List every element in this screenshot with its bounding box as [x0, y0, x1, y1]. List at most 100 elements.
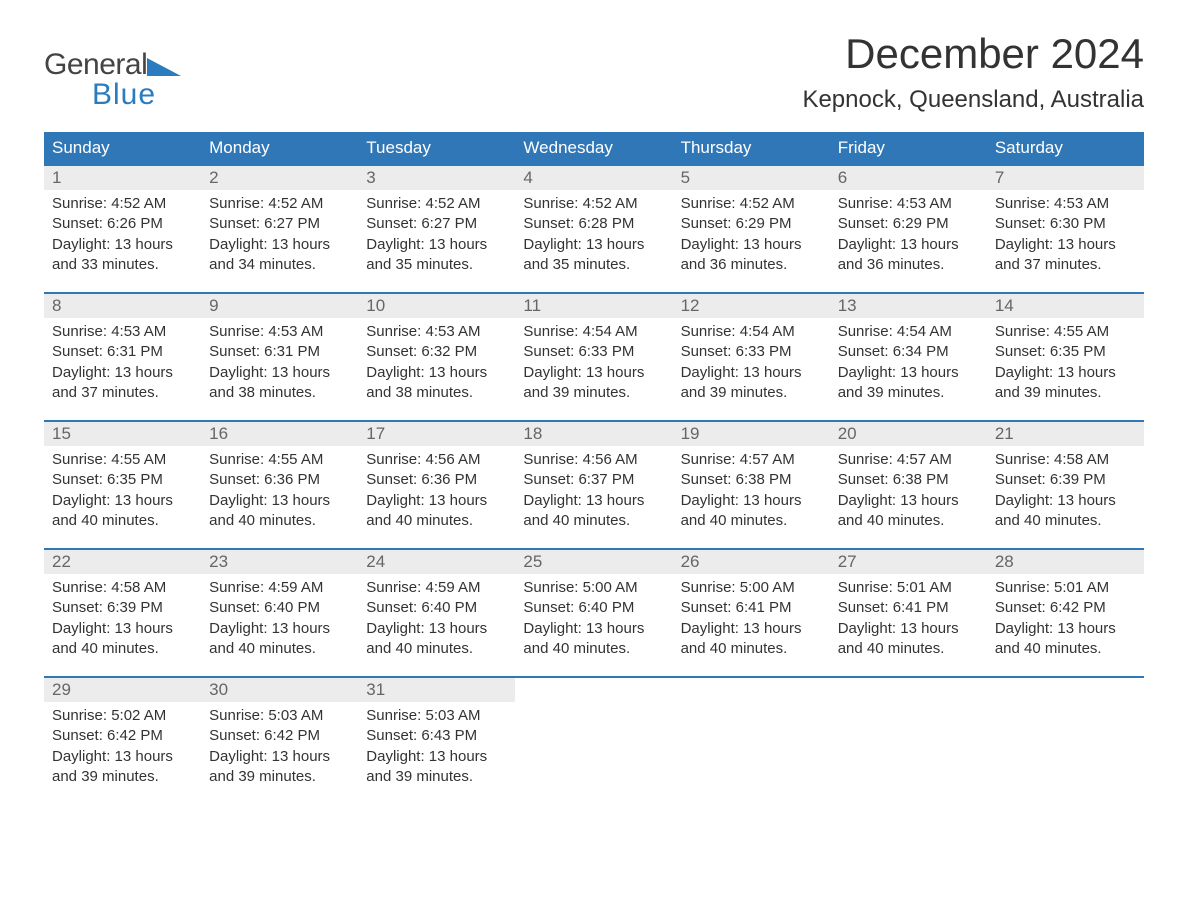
day-body: Sunrise: 4:57 AMSunset: 6:38 PMDaylight:… [830, 446, 987, 539]
day-number: 8 [52, 296, 61, 315]
day-number: 3 [366, 168, 375, 187]
sunset-text: Sunset: 6:37 PM [523, 470, 664, 490]
daylight-text: Daylight: 13 hours [681, 491, 822, 511]
sunset-text: Sunset: 6:39 PM [52, 598, 193, 618]
dow-saturday: Saturday [987, 132, 1144, 164]
day-number-row: 6 [830, 166, 987, 190]
day-number: 30 [209, 680, 228, 699]
daylight-text: and 35 minutes. [523, 255, 664, 275]
day-number-row: 25 [515, 550, 672, 574]
day-cell: 6 Sunrise: 4:53 AMSunset: 6:29 PMDaylight… [830, 166, 987, 292]
day-number-row: 17 [358, 422, 515, 446]
daylight-text: Daylight: 13 hours [52, 491, 193, 511]
day-number-row: 22 [44, 550, 201, 574]
day-number-row [515, 678, 672, 702]
day-cell: 18Sunrise: 4:56 AMSunset: 6:37 PMDayligh… [515, 422, 672, 548]
day-cell: 24Sunrise: 4:59 AMSunset: 6:40 PMDayligh… [358, 550, 515, 676]
day-number-row: 26 [673, 550, 830, 574]
day-body: Sunrise: 4:55 AMSunset: 6:36 PMDaylight:… [201, 446, 358, 539]
day-number-row: 7 [987, 166, 1144, 190]
day-number: 27 [838, 552, 857, 571]
day-number: 9 [209, 296, 218, 315]
day-number-row: 4 [515, 166, 672, 190]
daylight-text: and 39 minutes. [838, 383, 979, 403]
week-row: 29Sunrise: 5:02 AMSunset: 6:42 PMDayligh… [44, 676, 1144, 804]
day-body: Sunrise: 4:58 AMSunset: 6:39 PMDaylight:… [987, 446, 1144, 539]
sunset-text: Sunset: 6:34 PM [838, 342, 979, 362]
day-body: Sunrise: 4:52 AMSunset: 6:26 PMDaylight:… [44, 190, 201, 283]
day-cell: 19Sunrise: 4:57 AMSunset: 6:38 PMDayligh… [673, 422, 830, 548]
day-body: Sunrise: 4:54 AMSunset: 6:34 PMDaylight:… [830, 318, 987, 411]
week-row: 22Sunrise: 4:58 AMSunset: 6:39 PMDayligh… [44, 548, 1144, 676]
day-number-row: 8 [44, 294, 201, 318]
day-number-row: 29 [44, 678, 201, 702]
day-number-row [830, 678, 987, 702]
daylight-text: Daylight: 13 hours [52, 363, 193, 383]
daylight-text: Daylight: 13 hours [523, 235, 664, 255]
day-number-row: 1 [44, 166, 201, 190]
daylight-text: Daylight: 13 hours [838, 363, 979, 383]
day-number-row: 9 [201, 294, 358, 318]
day-body: Sunrise: 5:00 AMSunset: 6:41 PMDaylight:… [673, 574, 830, 667]
daylight-text: Daylight: 13 hours [366, 747, 507, 767]
sunset-text: Sunset: 6:29 PM [838, 214, 979, 234]
daylight-text: Daylight: 13 hours [681, 363, 822, 383]
daylight-text: Daylight: 13 hours [366, 235, 507, 255]
daylight-text: Daylight: 13 hours [209, 491, 350, 511]
daylight-text: and 38 minutes. [366, 383, 507, 403]
day-body: Sunrise: 4:53 AMSunset: 6:32 PMDaylight:… [358, 318, 515, 411]
sunset-text: Sunset: 6:40 PM [209, 598, 350, 618]
day-cell: 8 Sunrise: 4:53 AMSunset: 6:31 PMDaylight… [44, 294, 201, 420]
day-number: 20 [838, 424, 857, 443]
sunrise-text: Sunrise: 4:53 AM [995, 194, 1136, 214]
day-body: Sunrise: 4:52 AMSunset: 6:27 PMDaylight:… [358, 190, 515, 283]
day-number: 26 [681, 552, 700, 571]
sunrise-text: Sunrise: 4:58 AM [995, 450, 1136, 470]
day-body: Sunrise: 4:59 AMSunset: 6:40 PMDaylight:… [358, 574, 515, 667]
day-cell: 28Sunrise: 5:01 AMSunset: 6:42 PMDayligh… [987, 550, 1144, 676]
day-number: 18 [523, 424, 542, 443]
day-number-row: 31 [358, 678, 515, 702]
daylight-text: and 40 minutes. [52, 639, 193, 659]
daylight-text: and 40 minutes. [209, 639, 350, 659]
sunset-text: Sunset: 6:26 PM [52, 214, 193, 234]
dow-friday: Friday [830, 132, 987, 164]
daylight-text: Daylight: 13 hours [209, 619, 350, 639]
day-cell [987, 678, 1144, 804]
daylight-text: Daylight: 13 hours [838, 235, 979, 255]
sunset-text: Sunset: 6:42 PM [995, 598, 1136, 618]
day-cell: 3 Sunrise: 4:52 AMSunset: 6:27 PMDaylight… [358, 166, 515, 292]
day-body: Sunrise: 4:53 AMSunset: 6:31 PMDaylight:… [44, 318, 201, 411]
daylight-text: and 39 minutes. [52, 767, 193, 787]
daylight-text: Daylight: 13 hours [995, 235, 1136, 255]
daylight-text: Daylight: 13 hours [366, 491, 507, 511]
sunrise-text: Sunrise: 4:52 AM [523, 194, 664, 214]
day-body: Sunrise: 4:53 AMSunset: 6:31 PMDaylight:… [201, 318, 358, 411]
daylight-text: and 40 minutes. [209, 511, 350, 531]
daylight-text: and 33 minutes. [52, 255, 193, 275]
daylight-text: and 39 minutes. [523, 383, 664, 403]
daylight-text: Daylight: 13 hours [681, 619, 822, 639]
day-number-row: 3 [358, 166, 515, 190]
sunrise-text: Sunrise: 4:53 AM [838, 194, 979, 214]
week-row: 1Sunrise: 4:52 AMSunset: 6:26 PMDaylight… [44, 164, 1144, 292]
day-cell: 11Sunrise: 4:54 AMSunset: 6:33 PMDayligh… [515, 294, 672, 420]
day-cell: 26 Sunrise: 5:00 AMSunset: 6:41 PMDayligh… [673, 550, 830, 676]
daylight-text: and 37 minutes. [52, 383, 193, 403]
title-block: December 2024 Kepnock, Queensland, Austr… [802, 30, 1144, 114]
sunrise-text: Sunrise: 5:01 AM [838, 578, 979, 598]
page-title: December 2024 [802, 30, 1144, 78]
day-cell: 10Sunrise: 4:53 AMSunset: 6:32 PMDayligh… [358, 294, 515, 420]
daylight-text: Daylight: 13 hours [366, 363, 507, 383]
day-cell: 22Sunrise: 4:58 AMSunset: 6:39 PMDayligh… [44, 550, 201, 676]
sunset-text: Sunset: 6:27 PM [366, 214, 507, 234]
sunset-text: Sunset: 6:38 PM [681, 470, 822, 490]
day-cell: 16Sunrise: 4:55 AMSunset: 6:36 PMDayligh… [201, 422, 358, 548]
daylight-text: Daylight: 13 hours [366, 619, 507, 639]
sunset-text: Sunset: 6:29 PM [681, 214, 822, 234]
sunset-text: Sunset: 6:31 PM [52, 342, 193, 362]
daylight-text: and 37 minutes. [995, 255, 1136, 275]
dow-wednesday: Wednesday [515, 132, 672, 164]
day-body: Sunrise: 5:02 AMSunset: 6:42 PMDaylight:… [44, 702, 201, 795]
day-body: Sunrise: 5:01 AMSunset: 6:41 PMDaylight:… [830, 574, 987, 667]
